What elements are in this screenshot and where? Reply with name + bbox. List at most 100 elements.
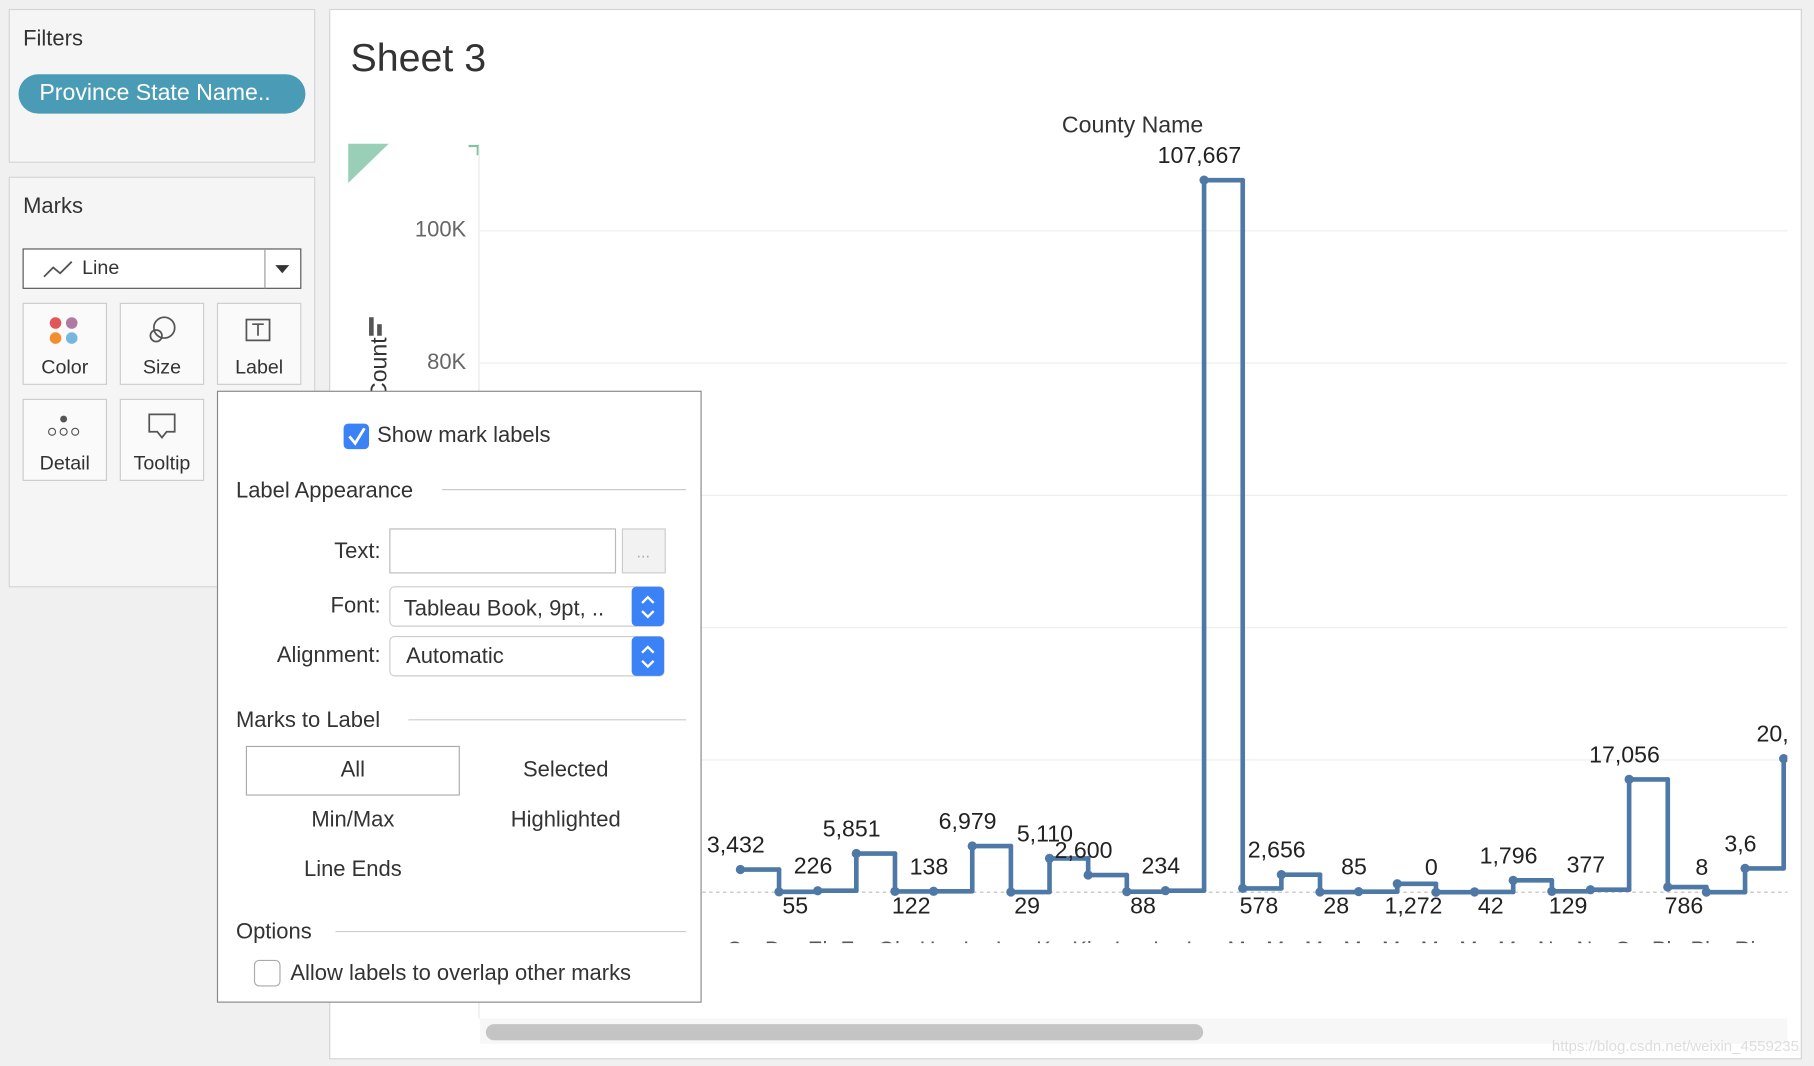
y-tick-label: 100K <box>415 217 467 242</box>
option[interactable]: Highlighted <box>511 806 621 831</box>
value-label: 226 <box>794 853 833 879</box>
value-label: 17,056 <box>1589 741 1660 767</box>
dialog-frame <box>216 390 702 1003</box>
point <box>1199 175 1209 185</box>
value-label: 6,979 <box>939 808 997 834</box>
x-tick-label: M.. <box>1343 937 1374 962</box>
value-label: 1,796 <box>1480 842 1538 868</box>
font-value[interactable]: Tableau Book, 9pt, .. <box>404 596 604 621</box>
value-label: 3,6 <box>1724 830 1756 856</box>
more-button[interactable] <box>621 528 666 574</box>
label-dialog: Show mark labels Label Appearance Text: … <box>216 390 702 1003</box>
stepper-arrows <box>641 645 655 669</box>
option[interactable]: Selected <box>523 757 609 782</box>
card-label: Color <box>41 356 88 378</box>
stepper-arrows <box>641 595 655 619</box>
point <box>1160 886 1171 896</box>
point <box>967 841 977 851</box>
filter-pill-label[interactable]: Province State Name.. <box>39 79 270 105</box>
point <box>1469 887 1480 897</box>
point <box>1276 870 1286 880</box>
x-tick-label: .. <box>696 937 708 962</box>
checkbox[interactable] <box>253 959 281 987</box>
point <box>1044 853 1055 864</box>
point <box>890 886 900 897</box>
checkbox-checked[interactable] <box>343 423 370 450</box>
card-label: Tooltip <box>134 452 191 474</box>
value-label: 122 <box>892 892 931 918</box>
value-label: 88 <box>1130 892 1156 918</box>
y-tick-label: 80K <box>427 349 466 374</box>
filters-title: Filters <box>23 25 83 50</box>
select-stepper[interactable] <box>631 636 665 676</box>
x-tick-label: M.. <box>1498 937 1529 962</box>
value-label: 234 <box>1142 853 1181 879</box>
point <box>774 887 784 897</box>
tooltip-card[interactable] <box>119 398 205 481</box>
section-title: Marks to Label <box>236 707 380 732</box>
show-labels[interactable]: Show mark labels <box>377 422 550 447</box>
x-tick-label: Los <box>1186 937 1221 962</box>
field-label: Font: <box>331 592 381 617</box>
option[interactable]: All <box>341 757 365 782</box>
check <box>348 427 366 446</box>
point <box>1585 885 1596 895</box>
mark-type-label: Line <box>82 257 119 279</box>
value-label: 5,110 <box>1017 820 1073 846</box>
x-tick-label: L.. <box>1153 937 1177 962</box>
icon <box>65 317 78 329</box>
x-tick-label: Ri <box>1735 937 1756 962</box>
x-tick-label: K.. <box>1036 937 1063 962</box>
x-tick-label: Gl.. <box>878 937 912 962</box>
label-card[interactable] <box>216 302 302 385</box>
select-stepper[interactable] <box>631 586 665 627</box>
value-label: 85 <box>1341 854 1367 880</box>
x-tick-label: Fr.. <box>840 937 872 962</box>
x-tick-label: L.. <box>1115 937 1139 962</box>
alignment-value[interactable]: Automatic <box>406 643 504 668</box>
icon <box>149 329 163 343</box>
scrollbar-thumb[interactable] <box>485 1024 1204 1041</box>
value-label: 55 <box>782 892 808 918</box>
icon <box>49 332 62 344</box>
point <box>1547 886 1557 896</box>
point <box>1122 887 1132 897</box>
value-label: 0 <box>1425 854 1438 880</box>
point <box>1779 753 1788 764</box>
overlap-option[interactable]: Allow labels to overlap other marks <box>290 960 631 985</box>
icon <box>48 427 57 436</box>
point <box>1431 887 1441 897</box>
x-tick-label: O.. <box>1614 937 1643 962</box>
sheet-title: Sheet 3 <box>351 36 487 80</box>
option[interactable]: Min/Max <box>311 806 394 831</box>
more-label[interactable]: ... <box>636 544 650 562</box>
point <box>1392 879 1402 889</box>
x-tick-label: El <box>808 937 828 962</box>
value-label: 578 <box>1240 892 1279 918</box>
option[interactable]: Line Ends <box>304 856 402 881</box>
option-selected[interactable] <box>245 745 460 796</box>
filter-pill[interactable] <box>18 74 306 114</box>
x-tick-label: M.. <box>1266 937 1297 962</box>
x-tick-label: In.. <box>996 937 1027 962</box>
value-label: 5,851 <box>823 815 881 841</box>
point <box>1006 887 1016 897</box>
sort-icon <box>369 317 374 336</box>
detail-card[interactable] <box>22 398 108 481</box>
value-label: 1,272 <box>1385 892 1443 918</box>
sort-icon <box>377 324 382 336</box>
x-tick-label: Pl.. <box>1691 937 1723 962</box>
value-label: 29 <box>1014 892 1040 918</box>
x-tick-label: H.. <box>920 937 948 962</box>
point <box>1701 887 1712 897</box>
icon <box>71 427 80 436</box>
point <box>1663 882 1673 892</box>
mark-type-dropdown[interactable] <box>22 248 302 289</box>
color-card[interactable] <box>22 302 108 385</box>
text-field[interactable] <box>389 528 617 574</box>
mark-cards: Color Size Label Detail Tooltip <box>22 302 302 481</box>
point <box>735 864 746 875</box>
value-label: 107,667 <box>1158 142 1242 168</box>
